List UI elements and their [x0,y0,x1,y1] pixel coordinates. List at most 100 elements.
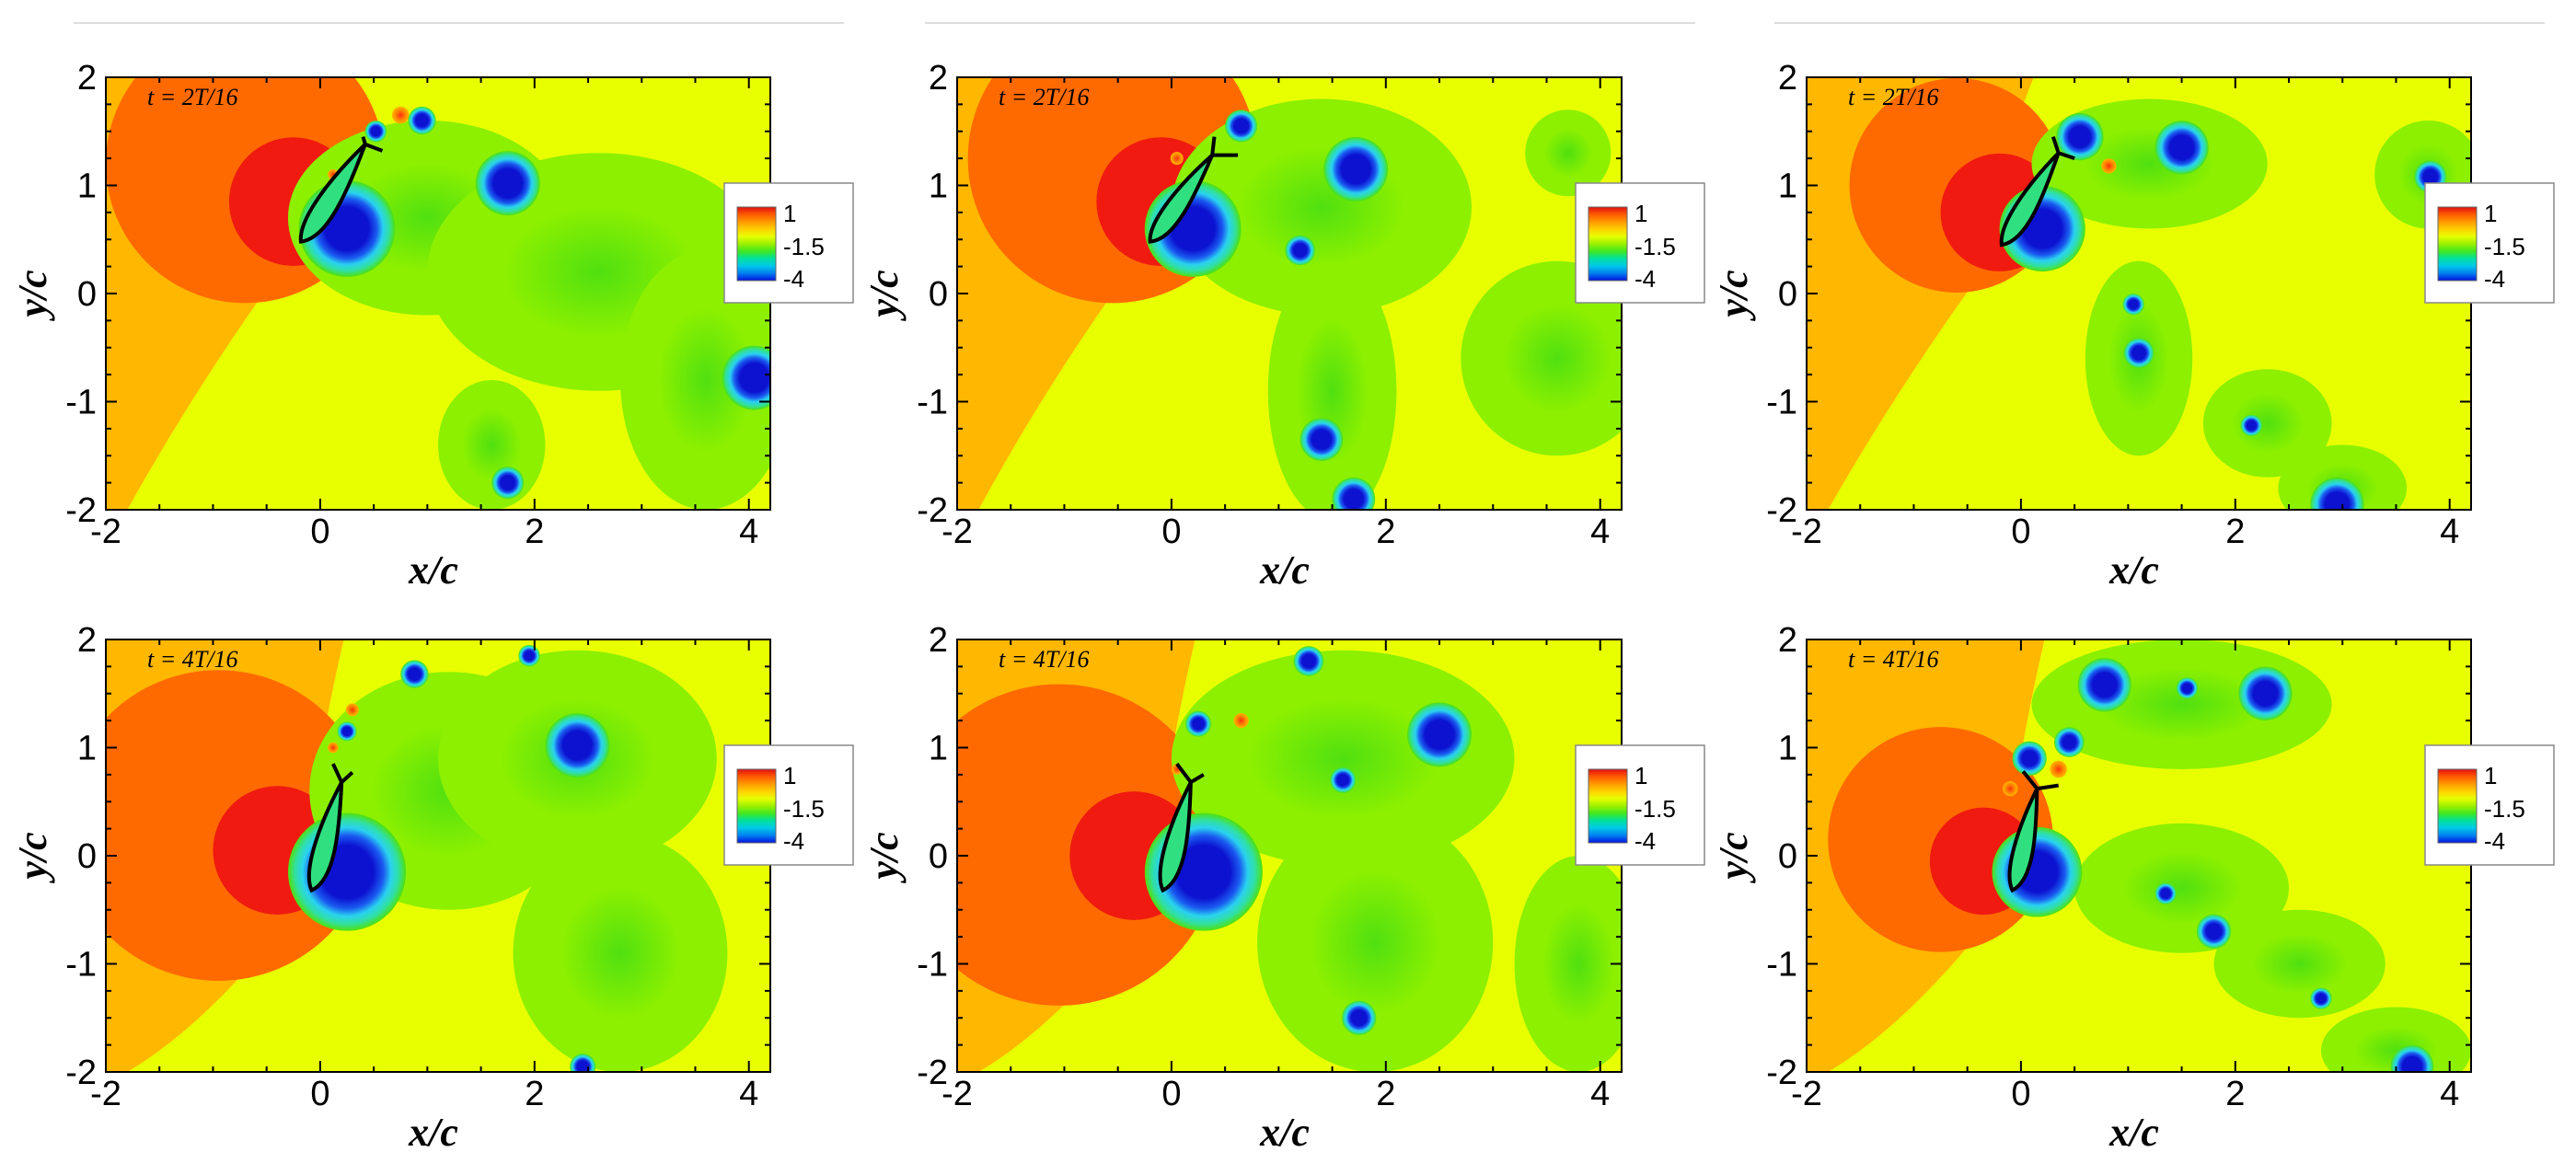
vortex-core [2054,727,2085,757]
x-tick-label: -2 [90,513,121,551]
contour-plot-area [957,77,1622,510]
vortex-core [2240,414,2262,436]
wake-region [1171,98,1472,316]
y-tick-label: 2 [1778,59,1797,98]
x-tick-label: 4 [1590,513,1610,551]
y-tick-label: -1 [65,384,97,422]
positive-pressure-spot [1170,152,1184,166]
airfoil-flap [364,142,384,153]
colorbar-label: -1.5 [1635,233,1676,260]
y-tick-label: 1 [1778,167,1797,206]
x-axis-title: x/c [408,1110,458,1155]
x-tick-label: 2 [2225,513,2245,551]
y-tick-label: 0 [1778,275,1797,314]
contour-panel-2: -2 0 2 4 2 1 0 -1 -2 x/c y/c t = 2T/16 1 -1.5 -4 [861,22,1705,593]
x-tick-label: 0 [2011,513,2030,551]
x-tick-label: 2 [2225,1075,2245,1113]
x-tick-label: -2 [1791,513,1822,551]
vortex-core [1293,646,1324,676]
x-tick-label: -2 [1791,1075,1822,1113]
x-tick-label: 4 [1590,1075,1610,1113]
positive-pressure-spot [391,106,410,124]
x-tick-label: -2 [941,1075,973,1113]
vortex-core [2176,677,2199,699]
vortex-core [722,345,770,410]
vortex-core [2154,882,2177,904]
x-tick-label: 0 [310,513,329,551]
y-tick-label: 0 [929,837,948,876]
colorbar-label: 1 [1635,200,1647,227]
vortex-core [491,467,525,500]
vortex-core [570,1054,596,1072]
x-tick-label: 0 [2011,1075,2030,1113]
time-label: t = 4T/16 [1848,646,1938,673]
positive-pressure-spot [2003,780,2018,797]
airfoil-flap [361,136,367,145]
x-axis-title: x/c [2108,547,2159,593]
vortex-core [2310,987,2332,1009]
colorbar-label: -1.5 [1635,795,1676,823]
y-tick-label: 1 [77,730,97,768]
y-tick-label: -2 [65,1054,97,1092]
vortex-core [1225,109,1258,143]
colorbar-label: -1.5 [2484,795,2525,823]
vortex-core [2196,914,2232,949]
colorbar-label: 1 [783,762,796,789]
colorbar-label: 1 [783,200,796,227]
airfoil-flap [1189,773,1205,784]
wake-region [1514,856,1622,1072]
y-tick-label: -1 [1766,946,1797,985]
y-tick-label: 2 [1778,621,1797,660]
airfoil-flap [2021,770,2039,790]
airfoil-flap [331,763,344,783]
x-tick-label: 0 [1161,513,1181,551]
vortex-core [545,713,610,778]
wake-region [2320,1007,2471,1072]
contour-plot-area [1807,639,2471,1072]
wake-region [513,834,728,1072]
colorbar-label: -4 [2484,827,2505,855]
y-axis-title: y/c [861,270,907,321]
wake-region [1257,812,1494,1072]
y-tick-label: -1 [917,384,948,422]
wake-region [2213,909,2385,1019]
vortex-core [400,660,429,688]
y-tick-label: 0 [1778,837,1797,876]
x-axis-title: x/c [2108,1110,2159,1155]
y-tick-label: 2 [929,621,948,660]
vortex-core [1300,418,1344,461]
vortex-core [287,812,407,931]
vortex-core [2310,478,2364,510]
time-label: t = 2T/16 [999,84,1089,110]
vortex-core [408,106,436,135]
y-tick-label: 2 [929,59,948,98]
vortex-core [1323,136,1389,202]
y-axis-title: y/c [1711,270,1756,321]
x-tick-label: -2 [90,1075,121,1113]
colorbar-label: 1 [2484,200,2497,227]
time-label: t = 4T/16 [999,646,1089,673]
vortex-core [1992,826,2083,917]
colorbar-legend: 1 -1.5 -4 [723,182,854,304]
vortex-core [2123,338,2154,368]
airfoil [2007,788,2039,893]
colorbar-label: -1.5 [783,795,825,823]
colorbar-label: 1 [2484,762,2497,789]
y-tick-label: -2 [1766,491,1797,530]
vortex-core [1330,766,1357,793]
y-tick-label: 0 [929,275,948,314]
colorbar-label: -1.5 [2484,233,2525,260]
vortex-core [2012,741,2047,776]
vortex-core [2390,1044,2434,1072]
vortex-core [475,151,540,216]
y-axis-title: y/c [10,270,55,321]
airfoil-flap [1210,136,1217,156]
x-tick-label: 2 [1376,1075,1395,1113]
time-label: t = 2T/16 [147,84,237,110]
y-tick-label: -1 [1766,384,1797,422]
x-tick-label: 4 [2440,513,2459,551]
colorbar-swatch [2437,768,2478,844]
positive-pressure-spot [2101,158,2117,174]
positive-pressure-spot [345,703,359,717]
